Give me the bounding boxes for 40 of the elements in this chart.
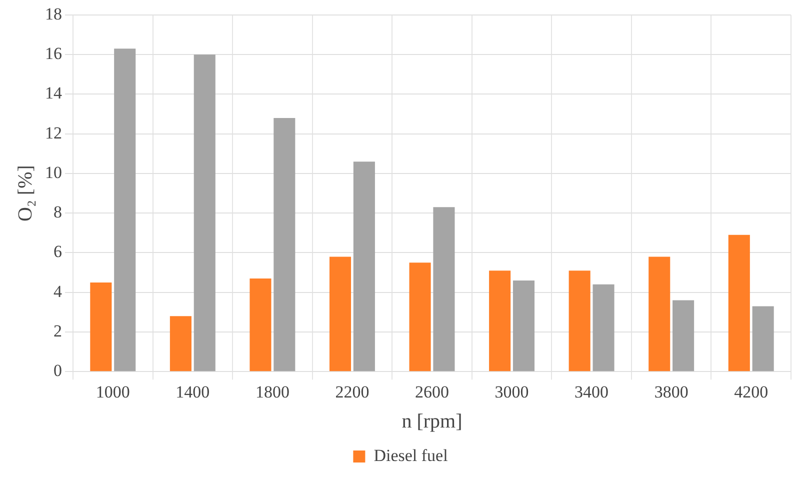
y-tick-label: 10 bbox=[45, 162, 62, 182]
bar bbox=[752, 306, 774, 372]
legend-label: Diesel fuel bbox=[374, 446, 448, 465]
y-tick-label: 0 bbox=[54, 361, 62, 380]
bar bbox=[648, 256, 670, 372]
bar bbox=[409, 262, 431, 372]
x-tick-label: 3000 bbox=[494, 382, 529, 402]
bar bbox=[250, 278, 272, 372]
y-tick-label: 2 bbox=[54, 321, 62, 340]
y-tick-label: 4 bbox=[54, 282, 62, 301]
y-tick-label: 18 bbox=[45, 4, 62, 24]
bar bbox=[194, 54, 216, 372]
bar bbox=[114, 48, 136, 372]
bar bbox=[672, 300, 694, 372]
bar bbox=[170, 316, 192, 372]
x-tick-label: 1000 bbox=[96, 382, 130, 402]
bar bbox=[353, 162, 375, 372]
y-axis-title: O₂ [%] bbox=[14, 165, 36, 222]
x-tick-label: 1400 bbox=[176, 382, 210, 402]
x-tick-label: 2200 bbox=[335, 382, 370, 402]
x-tick-label: 3800 bbox=[654, 382, 688, 402]
x-tick-label: 1800 bbox=[255, 382, 290, 402]
y-tick-label: 12 bbox=[45, 123, 62, 142]
y-tick-label: 14 bbox=[45, 84, 62, 103]
x-tick-label: 3400 bbox=[574, 382, 609, 402]
bar bbox=[592, 284, 614, 372]
bar bbox=[274, 118, 296, 372]
x-tick-label: 2600 bbox=[415, 382, 449, 402]
y-tick-label: 6 bbox=[54, 242, 62, 262]
bar bbox=[90, 282, 112, 372]
bar bbox=[512, 280, 535, 372]
y-tick-label: 16 bbox=[45, 44, 62, 64]
bar bbox=[329, 256, 352, 372]
bar bbox=[433, 207, 455, 372]
x-tick-label: 4200 bbox=[734, 382, 768, 402]
bar bbox=[728, 234, 750, 372]
y-tick-label: 8 bbox=[54, 202, 62, 222]
x-axis-title: n [rpm] bbox=[402, 410, 462, 432]
bar bbox=[489, 270, 511, 372]
bar bbox=[568, 270, 590, 372]
